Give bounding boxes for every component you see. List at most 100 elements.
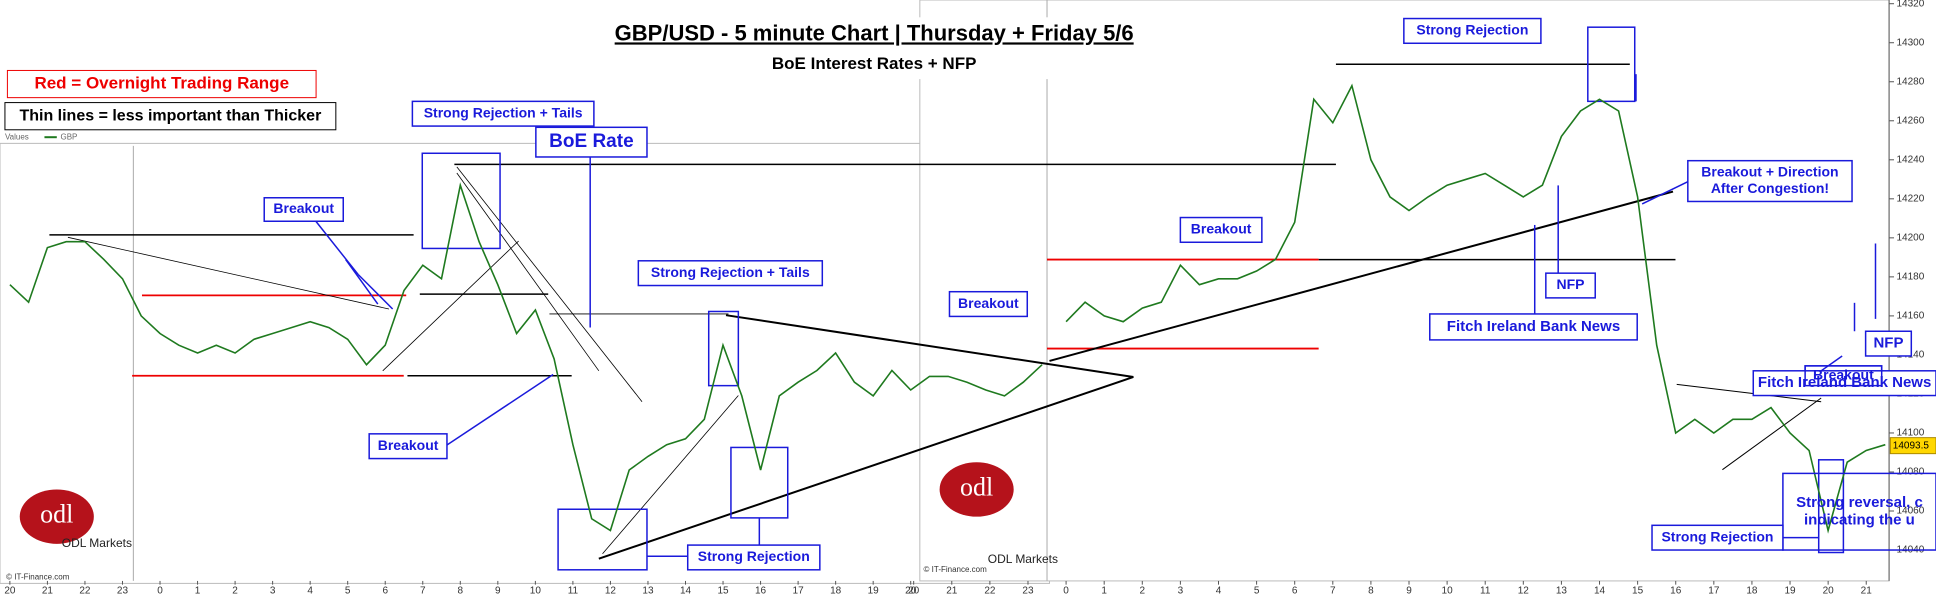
legend-title: Values bbox=[5, 132, 29, 141]
x-tick-label: 3 bbox=[270, 585, 276, 596]
title-bg bbox=[567, 17, 1180, 80]
annotation-box bbox=[1545, 272, 1596, 299]
x-tick-label: 17 bbox=[793, 585, 805, 596]
annotation-box bbox=[637, 260, 824, 287]
annotation-box bbox=[411, 100, 595, 127]
annotation-box bbox=[263, 197, 344, 222]
annotation: Strong reversal, c bbox=[1796, 494, 1923, 511]
y-tick-label: 14300 bbox=[1896, 37, 1924, 48]
annotation-box bbox=[1804, 365, 1883, 387]
panel bbox=[919, 0, 1890, 582]
x-tick-label: 23 bbox=[117, 585, 129, 596]
annotation-box bbox=[948, 290, 1029, 318]
annotation: NFP bbox=[1873, 335, 1903, 352]
annotation: Strong Rejection + Tails bbox=[424, 104, 583, 120]
x-tick-label: 14 bbox=[680, 585, 692, 596]
price-line bbox=[9, 182, 1043, 532]
annotation-box bbox=[686, 544, 821, 571]
x-tick-label: 20 bbox=[905, 585, 917, 596]
y-tick-label: 14100 bbox=[1896, 428, 1924, 439]
logo-mark: odl bbox=[960, 472, 993, 501]
annotation-line bbox=[382, 240, 519, 372]
x-tick-label: 15 bbox=[1632, 585, 1644, 596]
note: Thin lines = less important than Thicker bbox=[19, 107, 321, 124]
x-tick-label: 16 bbox=[1670, 585, 1682, 596]
annotation-line bbox=[67, 236, 390, 310]
annotation-box bbox=[1687, 159, 1853, 203]
x-tick-label: 1 bbox=[1101, 585, 1107, 596]
x-tick-label: 14 bbox=[1594, 585, 1606, 596]
highlight-box bbox=[557, 508, 648, 571]
annotation-box bbox=[1752, 370, 1936, 397]
y-tick-label: 14280 bbox=[1896, 76, 1924, 87]
x-tick-label: 12 bbox=[1518, 585, 1530, 596]
x-tick-label: 13 bbox=[1556, 585, 1568, 596]
highlight-box bbox=[730, 446, 789, 519]
annotation: Breakout bbox=[273, 200, 334, 216]
annotation: Breakout bbox=[378, 437, 439, 453]
x-tick-label: 5 bbox=[1254, 585, 1260, 596]
annotation-box bbox=[1403, 17, 1542, 45]
x-tick-label: 0 bbox=[157, 585, 163, 596]
x-tick-label: 6 bbox=[1292, 585, 1298, 596]
title: GBP/USD - 5 minute Chart | Thursday + Fr… bbox=[615, 20, 1134, 45]
annotation-box bbox=[535, 126, 648, 158]
x-tick-label: 21 bbox=[42, 585, 54, 596]
annotation: Fitch Ireland Bank News bbox=[1758, 374, 1931, 391]
annotation: indicating the u bbox=[1804, 511, 1915, 528]
x-tick-label: 20 bbox=[4, 585, 16, 596]
annotation-line bbox=[357, 273, 394, 310]
x-tick-label: 21 bbox=[946, 585, 958, 596]
subtitle: BoE Interest Rates + NFP bbox=[772, 54, 977, 73]
x-tick-label: 6 bbox=[382, 585, 388, 596]
highlight-box bbox=[421, 152, 501, 250]
annotation-box bbox=[1179, 216, 1263, 244]
credit: © IT-Finance.com bbox=[6, 572, 70, 581]
x-tick-label: 17 bbox=[1708, 585, 1720, 596]
x-tick-label: 22 bbox=[79, 585, 91, 596]
annotation: Strong Rejection bbox=[1416, 22, 1528, 38]
x-tick-label: 8 bbox=[1368, 585, 1374, 596]
annotation-box bbox=[1429, 313, 1638, 341]
annotation-line bbox=[1676, 383, 1822, 403]
x-tick-label: 9 bbox=[1406, 585, 1412, 596]
highlight-box bbox=[1817, 459, 1845, 554]
x-tick-label: 20 bbox=[1823, 585, 1835, 596]
x-tick-label: 16 bbox=[755, 585, 767, 596]
price-line bbox=[1065, 83, 1886, 534]
x-tick-label: 5 bbox=[345, 585, 351, 596]
x-tick-label: 11 bbox=[1480, 585, 1491, 596]
annotation: BoE Rate bbox=[549, 131, 633, 152]
x-tick-label: 18 bbox=[1746, 585, 1758, 596]
annotation-box bbox=[368, 433, 448, 460]
annotation: After Congestion! bbox=[1711, 180, 1829, 196]
annotation: NFP bbox=[1557, 276, 1585, 292]
logo-text: ODL Markets bbox=[988, 552, 1058, 566]
x-tick-label: 22 bbox=[984, 585, 996, 596]
x-tick-label: 2 bbox=[232, 585, 238, 596]
annotation-line bbox=[446, 373, 554, 446]
credit: © IT-Finance.com bbox=[924, 565, 988, 574]
highlight-box bbox=[707, 310, 740, 387]
annotation: Breakout + Direction bbox=[1701, 164, 1838, 180]
x-tick-label: 0 bbox=[1063, 585, 1069, 596]
highlight-box bbox=[1587, 26, 1636, 103]
annotation: Strong Rejection bbox=[1661, 528, 1773, 544]
last-price-label: 14093.5 bbox=[1893, 440, 1930, 451]
x-tick-label: 9 bbox=[495, 585, 501, 596]
y-tick-label: 14180 bbox=[1896, 272, 1924, 283]
logo bbox=[939, 462, 1014, 517]
logo-text: ODL Markets bbox=[62, 536, 132, 550]
annotation-line bbox=[1049, 190, 1674, 362]
x-tick-label: 13 bbox=[642, 585, 654, 596]
annotation-line bbox=[725, 314, 1134, 378]
annotation-line bbox=[1820, 355, 1843, 372]
annotation: Breakout bbox=[1191, 221, 1252, 237]
annotation-line bbox=[1641, 181, 1689, 205]
x-tick-label: 7 bbox=[420, 585, 426, 596]
x-tick-label: 7 bbox=[1330, 585, 1336, 596]
panel bbox=[0, 142, 1050, 584]
x-tick-label: 12 bbox=[605, 585, 617, 596]
annotation: Strong Rejection + Tails bbox=[651, 264, 810, 280]
